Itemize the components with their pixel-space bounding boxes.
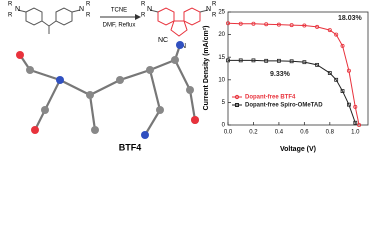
arrowhead (135, 14, 141, 20)
product-structure (157, 7, 201, 37)
atom: R (141, 2, 146, 8)
molecule-model (19, 44, 197, 136)
atom: R (141, 13, 146, 19)
point (353, 104, 358, 109)
atom: R (86, 2, 91, 8)
y-tick-label: 25 (218, 10, 225, 16)
molecule-label: BTF4 (119, 142, 142, 152)
y-tick-label: 10 (218, 77, 225, 83)
atom: N (206, 6, 211, 13)
y-tick-label: 0 (222, 123, 226, 129)
point (340, 43, 345, 48)
reactant-structure (17, 7, 81, 34)
legend-marker (235, 103, 239, 107)
atom: R (86, 13, 91, 19)
atom: NC (158, 37, 168, 44)
y-tick-label: 20 (218, 32, 225, 38)
x-tick-label: 0.4 (275, 130, 284, 136)
point (327, 28, 332, 33)
atom: R (8, 13, 13, 19)
point (347, 102, 351, 107)
point (346, 68, 351, 73)
series-line (228, 59, 356, 123)
figure: N R R N R R TCNE DMF, Reflux N R R N R R… (8, 2, 369, 153)
point (302, 23, 307, 28)
y-tick-label: 15 (218, 55, 225, 61)
legend-marker (234, 94, 240, 100)
point (315, 62, 319, 67)
point (327, 71, 332, 75)
y-tick-label: 5 (222, 100, 226, 106)
atom: N (79, 6, 84, 13)
point (302, 60, 307, 65)
reagent: TCNE (111, 8, 127, 14)
plot-frame (227, 11, 369, 126)
point (353, 120, 358, 125)
point (289, 59, 294, 64)
x-tick-label: 0.2 (249, 130, 258, 136)
point (315, 24, 320, 29)
point (334, 32, 339, 37)
y-axis-label: Current Density (mA/cm²) (203, 26, 210, 111)
atom: R (212, 2, 217, 8)
atom: R (8, 2, 13, 8)
point (340, 89, 345, 93)
atom: N (15, 6, 20, 13)
point (334, 77, 339, 82)
legend-label: Dopant-free BTF4 (245, 95, 296, 101)
x-tick-label: 0.0 (224, 130, 233, 136)
point (238, 58, 243, 63)
point (357, 123, 362, 128)
legend-label: Dopant-free Spiro-OMeTAD (245, 103, 323, 109)
x-axis-label: Voltage (V) (280, 146, 316, 153)
annotation: 18.03% (338, 15, 363, 22)
x-tick-label: 1.0 (351, 130, 360, 136)
point (289, 23, 294, 28)
point (276, 22, 281, 27)
point (264, 58, 269, 63)
x-tick-label: 0.8 (326, 130, 335, 136)
bond (149, 9, 159, 13)
condition: DMF, Reflux (103, 23, 136, 29)
x-tick-label: 0.6 (300, 130, 309, 136)
atom: R (212, 13, 217, 19)
bond (199, 9, 209, 13)
point (226, 58, 230, 63)
point (277, 58, 281, 63)
point (225, 21, 230, 26)
atoms (16, 41, 199, 139)
point (264, 22, 269, 27)
atom: N (147, 6, 152, 13)
point (251, 58, 256, 63)
point (251, 21, 256, 26)
series-line (227, 22, 360, 126)
annotation: 9.33% (270, 71, 291, 78)
point (238, 21, 243, 26)
